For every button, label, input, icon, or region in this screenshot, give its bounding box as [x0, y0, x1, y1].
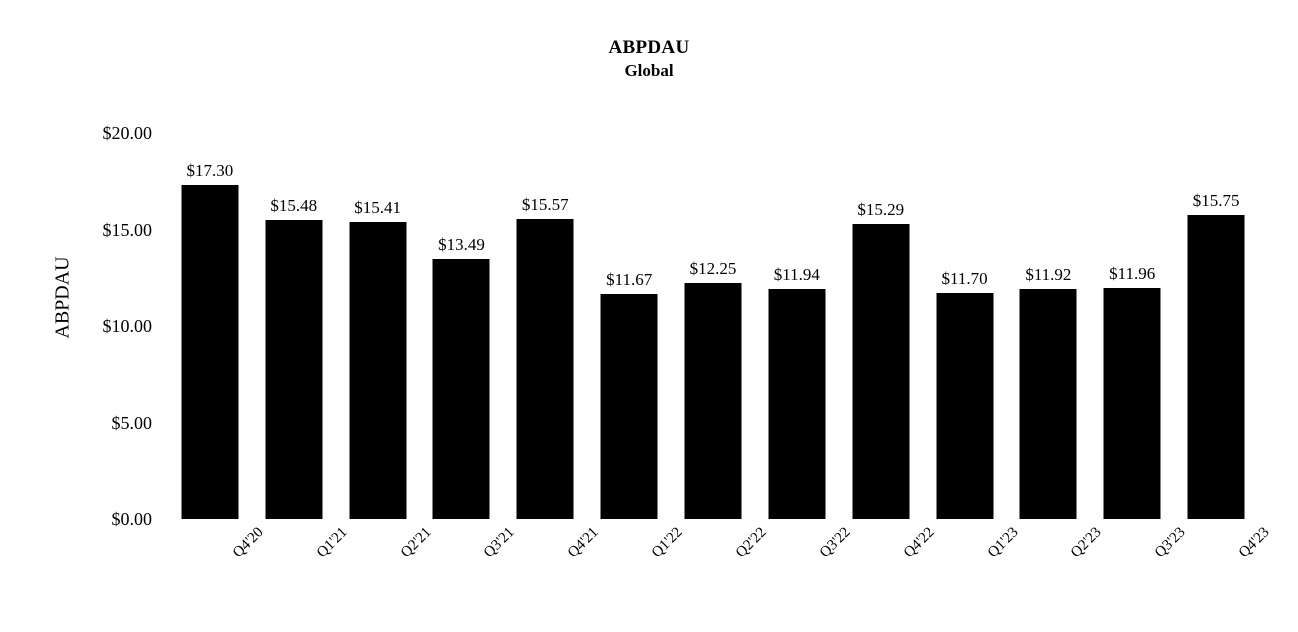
bar[interactable] — [1019, 288, 1077, 519]
bar[interactable] — [265, 220, 323, 519]
x-axis-tick-label: Q2'23 — [1068, 524, 1106, 562]
x-axis-tick-label: Q1'23 — [984, 524, 1022, 562]
bar-slot: $11.67 — [587, 133, 671, 519]
chart-subtitle: Global — [624, 61, 674, 80]
bar-value-label: $11.70 — [941, 269, 988, 289]
bar-value-label: $11.92 — [1025, 264, 1072, 284]
bar[interactable] — [1103, 288, 1161, 519]
x-axis-tick-label: Q3'21 — [481, 524, 519, 562]
bar[interactable] — [936, 293, 994, 519]
bar-value-label: $11.94 — [773, 264, 820, 284]
bar-slot: $13.49 — [420, 133, 504, 519]
bar-value-label: $11.67 — [606, 269, 653, 289]
x-axis-tick-label: Q1'21 — [313, 524, 351, 562]
x-axis-tick-label: Q1'22 — [648, 524, 686, 562]
x-axis-tick-label: Q4'20 — [229, 524, 267, 562]
x-axis-tick-label: Q2'21 — [397, 524, 435, 562]
y-axis-tick-label: $15.00 — [102, 219, 153, 240]
bar-value-label: $15.41 — [354, 197, 401, 217]
bar[interactable] — [600, 293, 658, 519]
x-axis-tick-label: Q2'22 — [732, 524, 770, 562]
bar[interactable] — [852, 223, 910, 519]
bar-slot: $15.75 — [1174, 133, 1258, 519]
bar-value-label: $15.48 — [270, 196, 318, 216]
chart-title-block: ABPDAU Global — [0, 36, 1298, 82]
y-axis-tick-label: $10.00 — [102, 316, 153, 336]
bar[interactable] — [181, 185, 239, 519]
bar-slot: $12.25 — [671, 133, 755, 519]
x-axis-tick-label: Q4'22 — [900, 524, 938, 562]
bar-value-label: $12.25 — [689, 258, 737, 278]
bar-value-label: $17.30 — [186, 161, 234, 181]
bar-value-label: $11.96 — [1109, 264, 1156, 284]
bar[interactable] — [684, 282, 742, 519]
bar-slot: $11.94 — [755, 133, 839, 519]
bar-slot: $15.29 — [839, 133, 923, 519]
bar-slot: $15.57 — [503, 133, 587, 519]
y-axis-tick-label: $5.00 — [111, 412, 153, 433]
bar[interactable] — [432, 258, 490, 519]
bar[interactable] — [1187, 215, 1245, 519]
bar[interactable] — [516, 218, 574, 519]
x-axis-tick-label: Q3'23 — [1152, 524, 1189, 562]
bar-slot: $11.96 — [1090, 133, 1174, 519]
bar[interactable] — [349, 221, 407, 519]
x-axis-tick-label: Q4'21 — [565, 524, 602, 562]
x-axis-tick-label: Q3'22 — [816, 524, 854, 562]
bar-slot: $15.41 — [336, 133, 420, 519]
y-axis-tick-label: $0.00 — [111, 509, 153, 529]
bar-slot: $15.48 — [252, 133, 336, 519]
bar[interactable] — [768, 288, 826, 519]
bar-value-label: $15.75 — [1192, 191, 1240, 211]
bar-slot: $17.30 — [168, 133, 252, 519]
bar-slot: $11.70 — [923, 133, 1007, 519]
bar-value-label: $15.57 — [521, 194, 569, 214]
plot-area: $0.00 $5.00 $10.00 $15.00 $20.00 $17.30 $15.4… — [103, 124, 1273, 561]
bar-slot: $11.92 — [1006, 133, 1090, 519]
bar-value-label: $13.49 — [438, 234, 485, 254]
bar-value-label: $15.29 — [857, 199, 905, 219]
chart-title: ABPDAU — [608, 37, 690, 58]
x-axis-tick-label: Q4'23 — [1235, 524, 1273, 562]
y-axis-tick-label: $20.00 — [102, 123, 153, 143]
